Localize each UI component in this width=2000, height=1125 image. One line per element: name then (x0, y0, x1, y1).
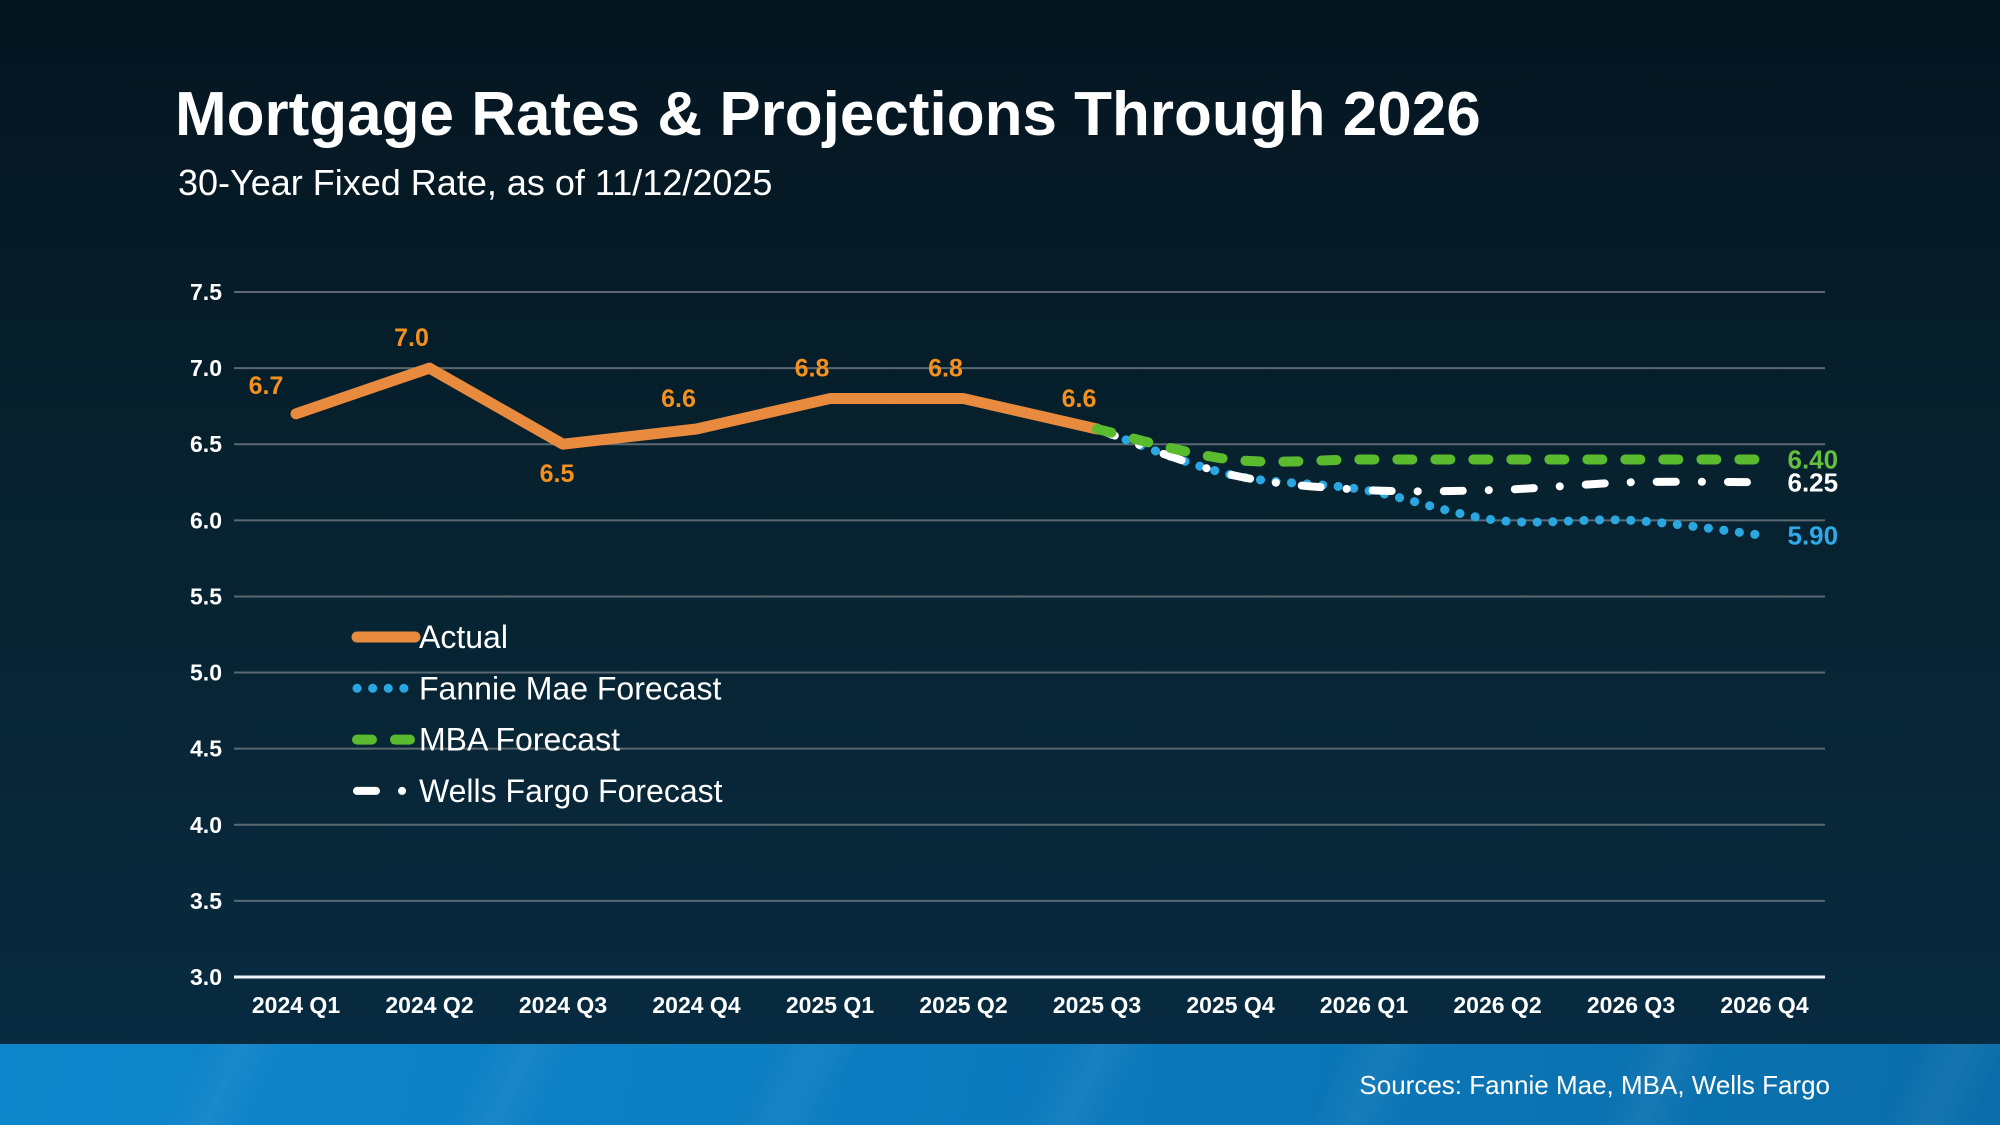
data-label-actual-0: 6.7 (249, 372, 284, 400)
legend-label-actual: Actual (419, 619, 508, 655)
series-line-actual (290, 362, 1103, 450)
page-title: Mortgage Rates & Projections Through 202… (175, 80, 1481, 149)
data-label-actual-1: 7.0 (394, 324, 429, 352)
y-tick-label-5.0: 5.0 (190, 660, 222, 686)
x-tick-label-2024-Q1: 2024 Q1 (252, 992, 340, 1018)
footer-accent-bar (0, 1044, 2000, 1125)
y-tick-label-5.5: 5.5 (190, 583, 222, 609)
y-tick-label-7.5: 7.5 (190, 279, 222, 305)
data-label-actual-2: 6.5 (540, 460, 575, 488)
legend-label-wells-fargo-forecast: Wells Fargo Forecast (419, 773, 723, 809)
x-tick-label-2024-Q2: 2024 Q2 (385, 992, 473, 1018)
y-tick-label-7.0: 7.0 (190, 355, 222, 381)
legend-label-mba-forecast: MBA Forecast (419, 722, 620, 758)
x-tick-label-2025-Q1: 2025 Q1 (786, 992, 874, 1018)
data-label-actual-5: 6.8 (928, 355, 963, 383)
series-line-fannie-mae-forecast (1092, 424, 1769, 541)
x-tick-label-2024-Q3: 2024 Q3 (519, 992, 607, 1018)
x-tick-label-2026-Q2: 2026 Q2 (1453, 992, 1541, 1018)
data-label-actual-6: 6.6 (1062, 385, 1097, 413)
y-tick-label-6.0: 6.0 (190, 507, 222, 533)
x-tick-label-2024-Q4: 2024 Q4 (652, 992, 740, 1018)
sources-text: Sources: Fannie Mae, MBA, Wells Fargo (1359, 1070, 1830, 1100)
page-subtitle: 30-Year Fixed Rate, as of 11/12/2025 (178, 162, 773, 203)
x-tick-label-2025-Q4: 2025 Q4 (1186, 992, 1274, 1018)
end-label-mba-forecast: 6.40 (1788, 444, 1839, 474)
data-label-actual-4: 6.8 (795, 355, 830, 383)
x-tick-label-2026-Q3: 2026 Q3 (1587, 992, 1675, 1018)
data-label-actual-3: 6.6 (661, 385, 696, 413)
y-tick-label-4.5: 4.5 (190, 736, 222, 762)
end-label-fannie-mae-forecast: 5.90 (1788, 521, 1839, 551)
x-tick-label-2025-Q2: 2025 Q2 (919, 992, 1007, 1018)
y-tick-label-6.5: 6.5 (190, 431, 222, 457)
x-tick-label-2026-Q1: 2026 Q1 (1320, 992, 1408, 1018)
y-tick-label-4.0: 4.0 (190, 812, 222, 838)
x-tick-label-2025-Q3: 2025 Q3 (1053, 992, 1141, 1018)
x-tick-label-2026-Q4: 2026 Q4 (1720, 992, 1808, 1018)
series-line-mba-forecast (1092, 424, 1770, 467)
y-tick-label-3.0: 3.0 (190, 964, 222, 990)
y-tick-label-3.5: 3.5 (190, 888, 222, 914)
legend-label-fannie-mae-forecast: Fannie Mae Forecast (419, 670, 721, 706)
end-label-wells-fargo-forecast: 6.25 (1788, 467, 1839, 497)
